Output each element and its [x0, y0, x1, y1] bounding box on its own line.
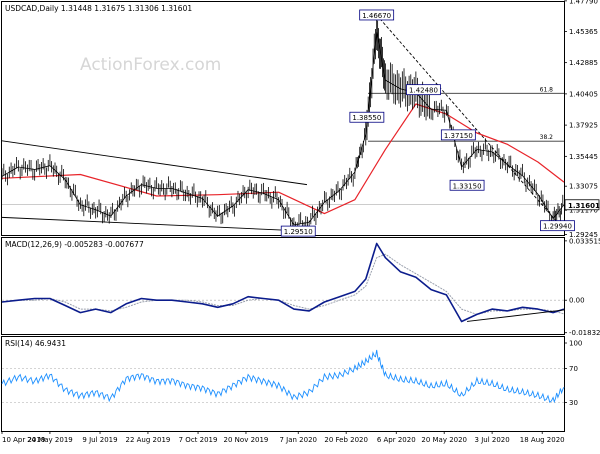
price-label-text: 1.37150: [444, 132, 473, 140]
price-y-tick-label: 1.29245: [569, 231, 598, 239]
price-label-box: [449, 179, 485, 191]
macd-y-tick-label: 0.00: [569, 297, 585, 305]
fib-label: 61.8: [540, 86, 554, 93]
rsi-y-tick-label: 70: [569, 365, 578, 373]
price-y-tick-label: 1.37925: [569, 122, 598, 130]
rsi-y-tick-label: 100: [569, 340, 582, 348]
moving-average-line: [1, 103, 565, 215]
trendline-falling-top: [1, 140, 308, 186]
price-y-tick-label: 1.35445: [569, 153, 598, 161]
x-tick-label: 20 May 2020: [421, 436, 467, 444]
price-y-tick-label: 1.42885: [569, 59, 598, 67]
price-y-tick-label: 1.45365: [569, 28, 598, 36]
x-tick-label: 7 Oct 2019: [179, 436, 218, 444]
x-tick-label: 6 Apr 2020: [377, 436, 416, 444]
price-y-tick-label: 1.31170: [569, 207, 598, 215]
x-tick-label: 3 Jul 2020: [475, 436, 510, 444]
rsi-panel-frame: [1, 336, 565, 432]
price-label-text: 1.33150: [453, 182, 482, 190]
price-title: USDCAD,Daily 1.31448 1.31675 1.31306 1.3…: [5, 4, 192, 13]
price-y-tick-label: 1.47790: [569, 0, 598, 5]
price-label-box: [540, 220, 575, 232]
price-layer: 61.8 38.2 1.46670 1.42480 1.38550 1.37150 1.33…: [1, 0, 600, 239]
trendline-dashed-resistance: [376, 14, 563, 228]
price-label-box: [440, 129, 476, 141]
macd-signal-line: [1, 253, 565, 315]
price-panel-frame: [1, 1, 565, 236]
price-label-box: [280, 225, 316, 237]
price-y-tick-label: 1.33075: [569, 183, 598, 191]
macd-line: [1, 242, 565, 323]
fib-label: 38.2: [540, 134, 554, 141]
x-tick-label: 10 Apr 2019: [2, 436, 45, 444]
price-label-text: 1.38550: [352, 114, 381, 122]
x-tick-label: 7 Jan 2020: [279, 436, 317, 444]
price-label-text: 1.29940: [543, 223, 572, 231]
rsi-layer: 100 70 30: [1, 340, 582, 407]
macd-title: MACD(12,26,9) -0.005283 -0.007677: [5, 240, 144, 249]
trendline-falling-bottom: [1, 216, 305, 232]
macd-layer: 0.033515 0.00 -0.018324: [1, 237, 600, 337]
macd-panel-frame: [1, 237, 565, 335]
last-price-box: [564, 199, 600, 211]
price-label-text: 1.42480: [409, 87, 438, 95]
price-close-line: [1, 31, 565, 226]
macd-y-tick-label: -0.018324: [569, 329, 600, 337]
x-tick-label: 18 Aug 2020: [520, 436, 565, 444]
price-label-box: [359, 9, 395, 21]
macd-y-tick-label: 0.033515: [569, 237, 600, 245]
price-label-text: 1.29510: [284, 228, 313, 236]
last-price-label: 1.31601: [568, 202, 600, 210]
price-label-text: 1.46670: [362, 12, 391, 20]
price-y-tick-label: 1.40405: [569, 90, 598, 98]
macd-trendline: [467, 309, 565, 322]
watermark: ActionForex.com: [80, 55, 221, 75]
price-label-box: [406, 84, 441, 96]
price-label-box: [349, 111, 385, 123]
x-tick-label: 22 Aug 2019: [126, 436, 171, 444]
rsi-line: [1, 349, 565, 404]
x-tick-label: 9 Jul 2019: [82, 436, 117, 444]
rsi-y-tick-label: 30: [569, 399, 578, 407]
x-tick-label: 20 Feb 2020: [324, 436, 368, 444]
x-tick-label: 20 Nov 2019: [224, 436, 269, 444]
x-tick-label: 24 May 2019: [27, 436, 73, 444]
rsi-title: RSI(14) 46.9431: [5, 339, 66, 348]
